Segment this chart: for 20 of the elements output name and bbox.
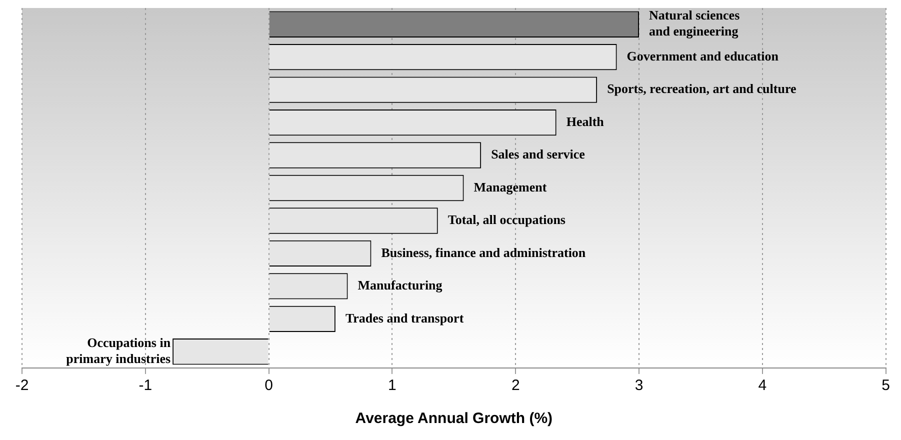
- x-tick-label: 5: [882, 377, 890, 394]
- y-tick-label: Trades and transport: [345, 310, 464, 326]
- y-tick-label: Occupations in primary industries: [66, 334, 172, 366]
- y-tick-label: Business, finance and administration: [381, 244, 586, 260]
- x-tick-label: -2: [15, 377, 29, 394]
- y-tick-label: Government and education: [626, 48, 780, 64]
- y-tick-label: Total, all occupations: [448, 212, 566, 228]
- x-axis-title: Average Annual Growth (%): [355, 410, 553, 428]
- x-tick-label: 3: [634, 377, 644, 394]
- x-tick-label: 2: [511, 377, 520, 394]
- y-tick-label: Sales and service: [491, 146, 586, 162]
- y-tick-label: Manufacturing: [358, 278, 443, 293]
- y-tick-label: Management: [474, 179, 548, 194]
- y-tick-label: Natural sciences and engineering: [649, 8, 740, 39]
- y-tick-label: Sports, recreation, art and culture: [607, 81, 796, 96]
- x-tick-label: 1: [388, 377, 396, 394]
- x-tick-label: -1: [138, 377, 152, 394]
- x-tick-label: 4: [758, 377, 767, 394]
- y-tick-label: Health: [566, 114, 605, 129]
- x-tick-label: 0: [264, 377, 273, 394]
